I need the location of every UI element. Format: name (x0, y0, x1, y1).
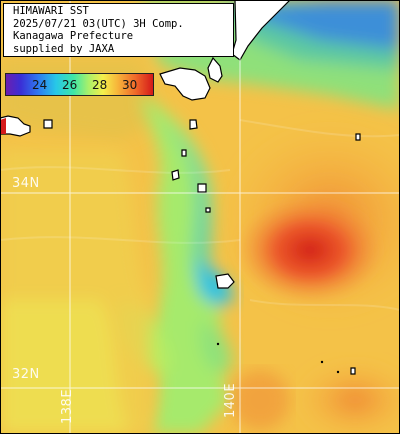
island-small-1 (355, 133, 361, 141)
island-oshima (189, 119, 198, 130)
land-masses (0, 0, 361, 375)
land-izu-tip (43, 119, 53, 129)
lat-label-34n: 34N (12, 176, 40, 191)
island-small-2 (350, 367, 356, 375)
lon-label-140e: 140E (223, 382, 238, 418)
island-kozushima (197, 183, 207, 193)
info-box: HIMAWARI SST 2025/07/21 03(UTC) 3H Comp.… (3, 3, 234, 57)
island-miyake (205, 207, 211, 213)
region-label: Kanagawa Prefecture (13, 30, 134, 43)
legend-tick-24: 24 (32, 78, 48, 92)
observation-time: 2025/07/21 03(UTC) 3H Comp. (13, 17, 184, 30)
land-izu (159, 67, 211, 101)
land-boso (207, 56, 223, 83)
legend-tick-28: 28 (92, 78, 108, 92)
satellite-title: HIMAWARI SST (13, 5, 89, 17)
sst-color-legend: 24 26 28 30 (5, 73, 154, 96)
legend-tick-30: 30 (122, 78, 138, 92)
island-toshima (181, 149, 187, 157)
land-chiba (231, 0, 291, 61)
legend-tick-26: 26 (62, 78, 78, 92)
island-niijima (171, 169, 180, 181)
lat-label-32n: 32N (12, 367, 40, 382)
lon-label-138e: 138E (60, 388, 75, 424)
data-credit: supplied by JAXA (13, 42, 115, 55)
island-hachijo (215, 273, 235, 289)
